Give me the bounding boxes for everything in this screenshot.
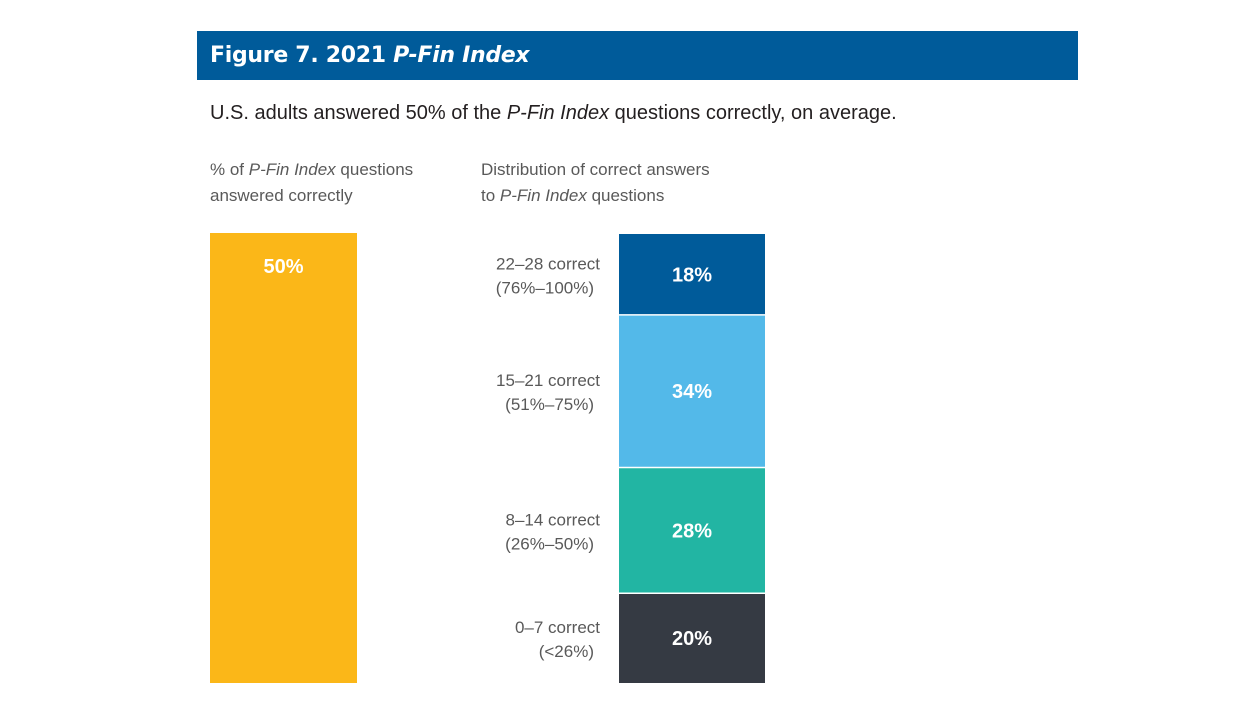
distribution-segment [619,234,765,315]
right-header-line2: to P-Fin Index questions [481,183,710,209]
left-header-before: % of [210,160,249,179]
distribution-segment [619,593,765,683]
left-header-line2: answered correctly [210,186,353,205]
subtitle-before: U.S. adults answered 50% of the [210,102,507,124]
average-correct-bar [210,233,357,683]
right-header-after: questions [586,186,665,205]
subtitle-after: questions correctly, on average. [609,102,897,124]
distribution-value-label: 20% [672,628,712,650]
figure-title-emphasis: P-Fin Index [393,43,530,68]
figure-title: Figure 7. 2021 P-Fin Index [197,31,1078,80]
distribution-value-label: 18% [672,264,712,286]
distribution-segment [619,467,765,594]
distribution-value-label: 34% [672,381,712,403]
distribution-segment [619,314,765,468]
left-chart-header: % of P-Fin Index questions answered corr… [210,157,413,209]
distribution-category-label: 0–7 correct [515,618,600,637]
distribution-category-label: 22–28 correct [496,254,600,273]
right-header-emphasis: P-Fin Index [499,186,587,205]
right-header-before: to [481,186,500,205]
left-header-line1: % of P-Fin Index questions [210,157,413,183]
left-header-emphasis: P-Fin Index [248,160,336,179]
distribution-range-label: (51%–75%) [505,395,594,414]
distribution-range-label: (26%–50%) [505,534,594,553]
right-chart-header: Distribution of correct answers to P-Fin… [481,157,710,209]
left-header-after: questions [335,160,414,179]
chart-subtitle: U.S. adults answered 50% of the P-Fin In… [210,102,897,125]
figure-title-prefix: Figure 7. 2021 [210,43,394,68]
distribution-range-label: (<26%) [539,642,594,661]
distribution-value-label: 28% [672,520,712,542]
average-correct-value-label: 50% [263,256,303,278]
distribution-category-label: 15–21 correct [496,371,600,390]
right-header-line1: Distribution of correct answers [481,160,710,179]
distribution-range-label: (76%–100%) [496,278,594,297]
distribution-category-label: 8–14 correct [506,510,601,529]
subtitle-emphasis: P-Fin Index [506,102,610,124]
